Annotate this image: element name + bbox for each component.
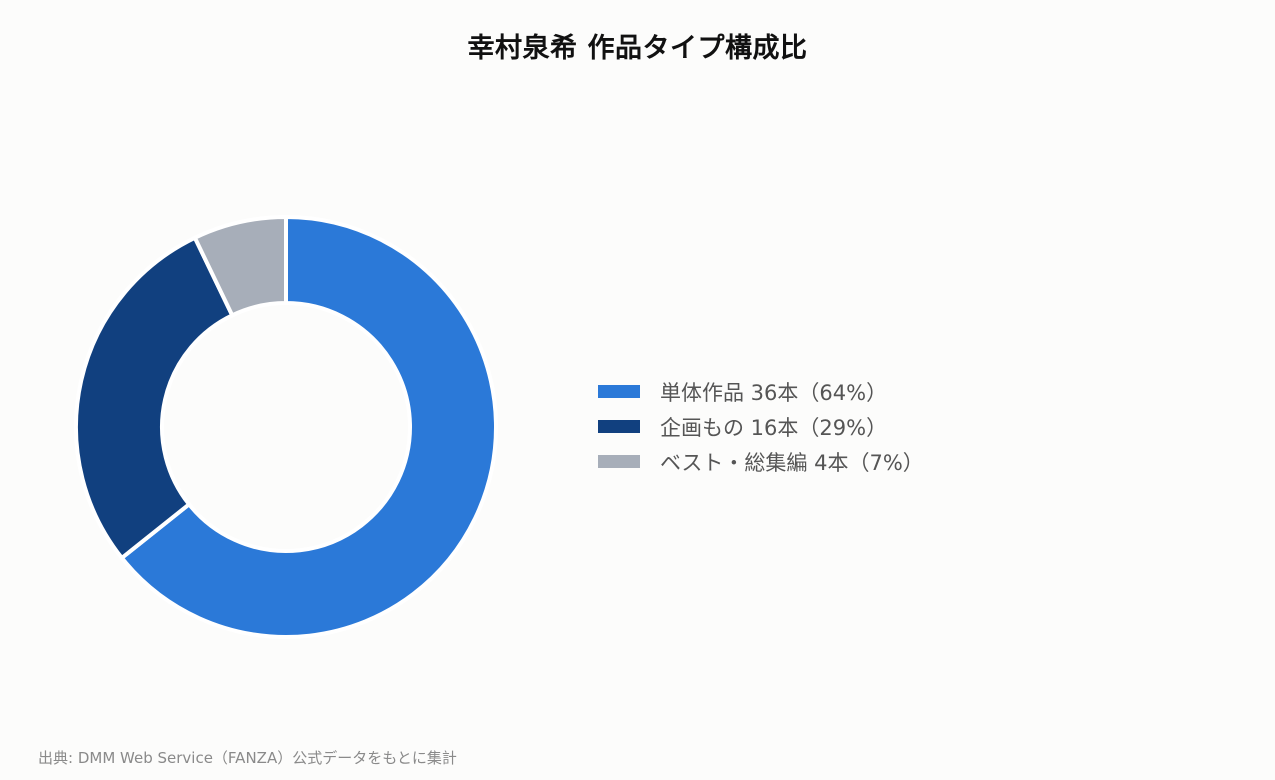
legend: 単体作品 36本（64%） 企画もの 16本（29%） ベスト・総集編 4本（7… bbox=[598, 374, 924, 479]
legend-label-planning: 企画もの 16本（29%） bbox=[660, 415, 888, 440]
legend-item-planning: 企画もの 16本（29%） bbox=[598, 409, 924, 444]
legend-label-single: 単体作品 36本（64%） bbox=[660, 380, 888, 405]
donut-slice-best bbox=[192, 214, 288, 318]
donut-slice-planning bbox=[74, 235, 235, 561]
source-note: 出典: DMM Web Service（FANZA）公式データをもとに集計 bbox=[38, 749, 457, 767]
legend-swatch-planning bbox=[598, 420, 640, 433]
legend-item-single: 単体作品 36本（64%） bbox=[598, 374, 924, 409]
legend-item-best: ベスト・総集編 4本（7%） bbox=[598, 444, 924, 479]
legend-label-best: ベスト・総集編 4本（7%） bbox=[660, 450, 924, 475]
chart-title: 幸村泉希 作品タイプ構成比 bbox=[467, 33, 808, 64]
legend-swatch-single bbox=[598, 385, 640, 398]
legend-swatch-best bbox=[598, 455, 640, 468]
donut-slice-single bbox=[119, 214, 498, 639]
